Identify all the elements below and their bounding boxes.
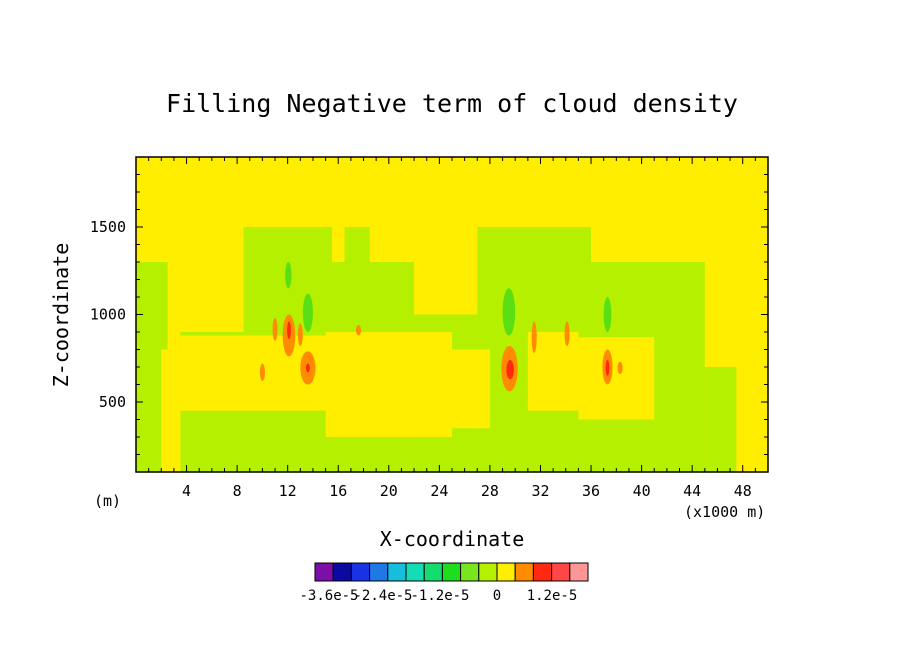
colorbar-swatch <box>551 562 571 582</box>
y-axis-label: Z-coordinate <box>49 243 73 388</box>
contour-region-positive <box>297 323 303 346</box>
x-tick-label: 36 <box>582 482 600 500</box>
y-tick-label: 500 <box>99 393 126 411</box>
colorbar-swatch <box>496 562 516 582</box>
contour-region-negative <box>502 288 516 336</box>
contour-region-zero <box>161 349 181 472</box>
contour-region-high-positive <box>287 321 291 339</box>
contour-region-positive <box>355 325 361 336</box>
contour-region-high-positive <box>306 363 310 373</box>
x-tick-label: 48 <box>734 482 752 500</box>
colorbar-swatch <box>405 562 425 582</box>
plot-area <box>135 156 769 473</box>
colorbar-swatch <box>423 562 443 582</box>
contour-region-zero <box>325 332 452 437</box>
y-tick-label: 1000 <box>90 306 126 324</box>
x-tick-label: 16 <box>329 482 347 500</box>
chart-title: Filling Negative term of cloud density <box>166 89 738 118</box>
x-tick-label: 28 <box>481 482 499 500</box>
contour-region-positive <box>617 361 623 374</box>
contour-region-positive <box>564 321 570 346</box>
contour-region-positive <box>531 321 537 353</box>
colorbar-label: -3.6e-5 <box>299 588 358 604</box>
colorbar-label: 0 <box>493 588 501 604</box>
x-unit-right: (x1000 m) <box>684 503 765 521</box>
colorbar-swatch <box>514 562 534 582</box>
x-tick-label: 4 <box>182 482 191 500</box>
colorbar-swatch <box>532 562 553 582</box>
x-tick-label: 12 <box>279 482 297 500</box>
colorbar-swatch <box>332 562 352 582</box>
contour-region-positive <box>272 318 278 341</box>
colorbar-swatch <box>369 562 389 582</box>
x-tick-label: 20 <box>380 482 398 500</box>
colorbar-swatch <box>350 562 371 582</box>
contour-region-negative <box>302 293 313 332</box>
colorbar-label: -2.4e-5 <box>353 588 412 604</box>
colorbar-swatch <box>314 562 334 582</box>
colorbar-swatch <box>460 562 480 582</box>
contour-region-high-positive <box>605 360 610 376</box>
colorbar-swatch <box>387 562 407 582</box>
y-tick-label: 1500 <box>90 218 126 236</box>
colorbar-swatch <box>441 562 462 582</box>
colorbar-swatch <box>478 562 498 582</box>
x-tick-label: 40 <box>633 482 651 500</box>
contour-region-negative <box>603 297 612 332</box>
contour-region-positive <box>259 363 265 381</box>
x-unit-left: (m) <box>94 492 121 510</box>
colorbar-swatch <box>569 562 589 582</box>
contour-region-zero <box>578 337 655 420</box>
x-axis: 4 8 12 16 20 24 28 32 36 40 44 48 <box>148 157 756 500</box>
x-axis-label: X-coordinate <box>380 527 525 551</box>
y-axis: 500 1000 1500 <box>90 174 768 455</box>
x-tick-label: 44 <box>683 482 701 500</box>
x-tick-label: 24 <box>430 482 448 500</box>
x-tick-label: 32 <box>531 482 549 500</box>
contour-region-high-positive <box>506 360 514 380</box>
contour-region-slightly-negative <box>344 227 370 315</box>
contour-region-slightly-negative <box>704 367 737 472</box>
colorbar: -3.6e-5-2.4e-5-1.2e-5 0 1.2e-5 <box>299 562 589 604</box>
contour-region-negative <box>285 262 292 289</box>
x-tick-label: 8 <box>233 482 242 500</box>
colorbar-label: -1.2e-5 <box>410 588 469 604</box>
colorbar-label: 1.2e-5 <box>527 588 578 604</box>
contour-region-zero <box>452 349 490 429</box>
